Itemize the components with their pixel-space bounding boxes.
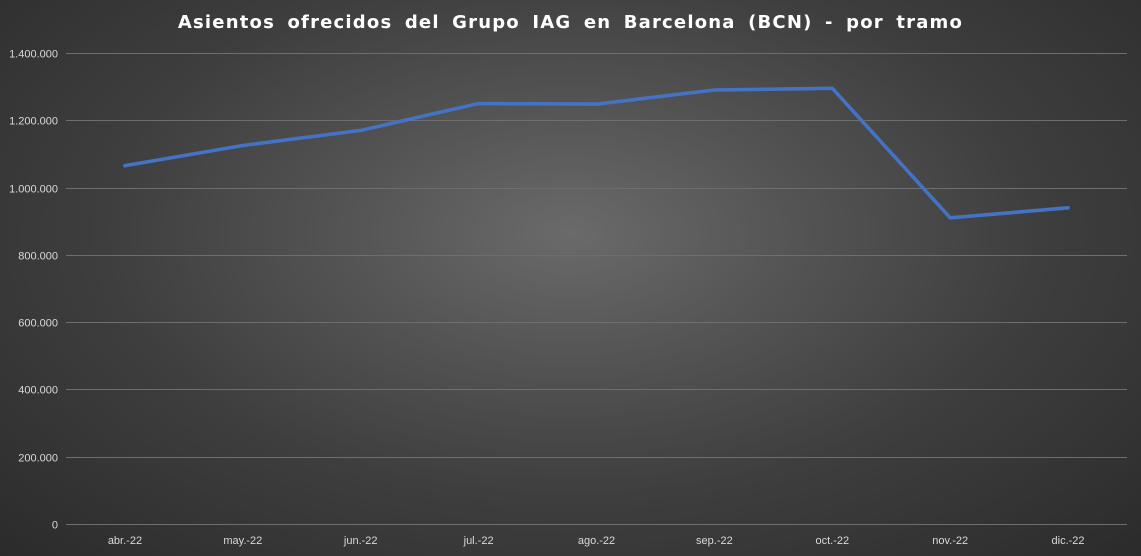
- data-point: [359, 128, 363, 132]
- series-line: [123, 86, 1070, 220]
- y-tick-label: 600.000: [18, 318, 58, 330]
- y-tick-label: 1.200.000: [9, 116, 58, 128]
- data-point: [594, 102, 599, 106]
- y-axis-tick-labels: 0 200.000 400.000 600.000 800.000 1.000.000 1.…: [9, 49, 58, 532]
- x-axis-tick-labels: abr.-22 may.-22 jun.-22 jul.-22 ago.-22 sep.-…: [108, 535, 1085, 547]
- x-tick-label: may.-22: [223, 535, 262, 547]
- x-tick-label: jul.-22: [463, 535, 494, 547]
- x-tick-label: jun.-22: [343, 535, 378, 547]
- y-tick-label: 800.000: [18, 251, 58, 263]
- y-tick-label: 1.400.000: [9, 49, 58, 61]
- gridlines: [66, 53, 1127, 525]
- y-tick-label: 400.000: [18, 385, 58, 397]
- data-point: [948, 216, 952, 220]
- data-point: [477, 101, 481, 106]
- x-tick-label: ago.-22: [578, 535, 615, 547]
- y-tick-label: 0: [52, 520, 58, 532]
- data-point: [123, 164, 127, 168]
- x-tick-label: oct.-22: [815, 535, 849, 547]
- data-point: [830, 86, 834, 90]
- y-tick-label: 200.000: [18, 453, 58, 465]
- x-tick-label: nov.-22: [932, 535, 968, 547]
- x-tick-label: dic.-22: [1052, 535, 1085, 547]
- data-point: [1066, 206, 1070, 210]
- series-layer: [123, 86, 1070, 220]
- x-tick-label: abr.-22: [108, 535, 142, 547]
- y-tick-label: 1.000.000: [9, 184, 58, 196]
- chart-title: Asientos ofrecidos del Grupo IAG en Barc…: [177, 12, 964, 33]
- data-point: [241, 143, 245, 148]
- x-tick-label: sep.-22: [696, 535, 733, 547]
- data-point: [712, 88, 716, 92]
